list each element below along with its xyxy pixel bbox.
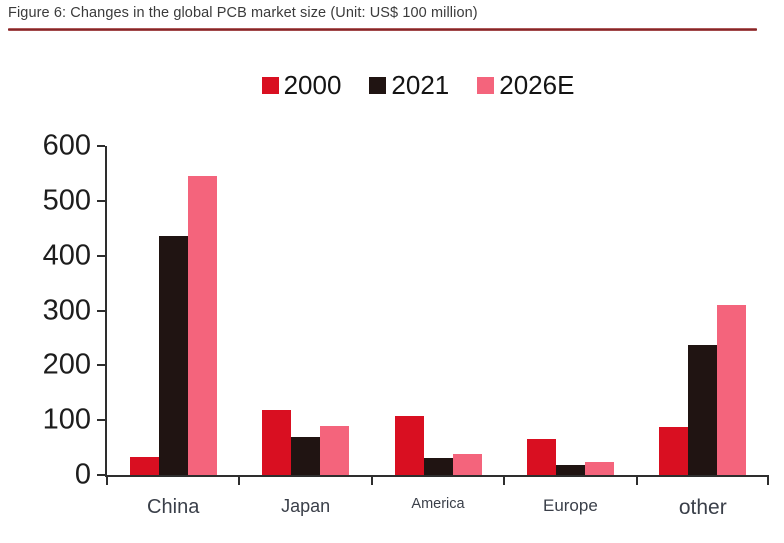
bar-other-2000 — [659, 427, 689, 475]
bar-america-2026e — [452, 454, 482, 475]
bar-europe-2021 — [555, 464, 585, 475]
y-axis-tick — [97, 199, 105, 202]
bar-other-2026e — [717, 305, 747, 475]
y-axis-label: 500 — [42, 184, 91, 217]
legend-label: 2021 — [391, 70, 450, 100]
x-axis-tick — [635, 477, 638, 485]
legend-item-2000: 2000 — [261, 70, 342, 100]
x-axis-tick — [238, 477, 241, 485]
category-label-europe: Europe — [542, 496, 598, 515]
bar-japan-2026e — [320, 425, 350, 475]
category-label-japan: Japan — [281, 496, 331, 516]
category-label-other: other — [678, 496, 727, 519]
bar-japan-2000 — [262, 410, 292, 475]
y-axis-label: 300 — [42, 294, 91, 326]
y-axis-tick — [97, 254, 105, 257]
legend-swatch-2026e — [477, 76, 495, 94]
bar-other-2021 — [688, 345, 718, 475]
bar-china-2000 — [129, 456, 159, 475]
legend-swatch-2000 — [261, 76, 279, 94]
legend-item-2021: 2021 — [369, 72, 449, 98]
y-axis-tick — [97, 419, 105, 422]
y-axis-label: 100 — [42, 403, 91, 436]
chart-legend: 2000 2021 2026E — [0, 72, 784, 98]
bar-europe-2026e — [584, 462, 614, 475]
bar-europe-2000 — [526, 438, 556, 475]
y-axis-label: 400 — [42, 239, 91, 272]
category-label-america: America — [411, 496, 465, 512]
legend-label: 2000 — [283, 70, 342, 100]
legend-item-2026e: 2026E — [477, 72, 574, 98]
x-axis-tick — [503, 477, 506, 485]
y-axis-tick — [97, 309, 105, 312]
x-axis-tick — [370, 477, 373, 485]
x-axis-tick — [767, 477, 769, 485]
plot-area: 0 100 200 300 400 500 600 China Japan America Euro… — [43, 131, 769, 518]
legend-swatch-2021 — [369, 76, 387, 94]
figure-title: Figure 6: Changes in the global PCB mark… — [8, 5, 478, 21]
y-axis-label: 0 — [74, 458, 91, 491]
y-axis-tick — [97, 474, 105, 476]
category-label-china: China — [147, 496, 200, 518]
bar-china-2026e — [187, 176, 217, 475]
bar-china-2021 — [158, 236, 188, 475]
bar-japan-2021 — [291, 436, 321, 475]
y-axis-label: 200 — [42, 348, 91, 381]
bar-america-2021 — [423, 458, 453, 475]
y-axis-label: 600 — [42, 129, 91, 162]
y-axis-tick — [97, 364, 105, 367]
y-axis-tick — [97, 145, 105, 147]
legend-label: 2026E — [499, 70, 575, 100]
bar-america-2000 — [394, 415, 424, 475]
x-axis-tick — [106, 477, 108, 485]
title-rule — [8, 28, 757, 31]
